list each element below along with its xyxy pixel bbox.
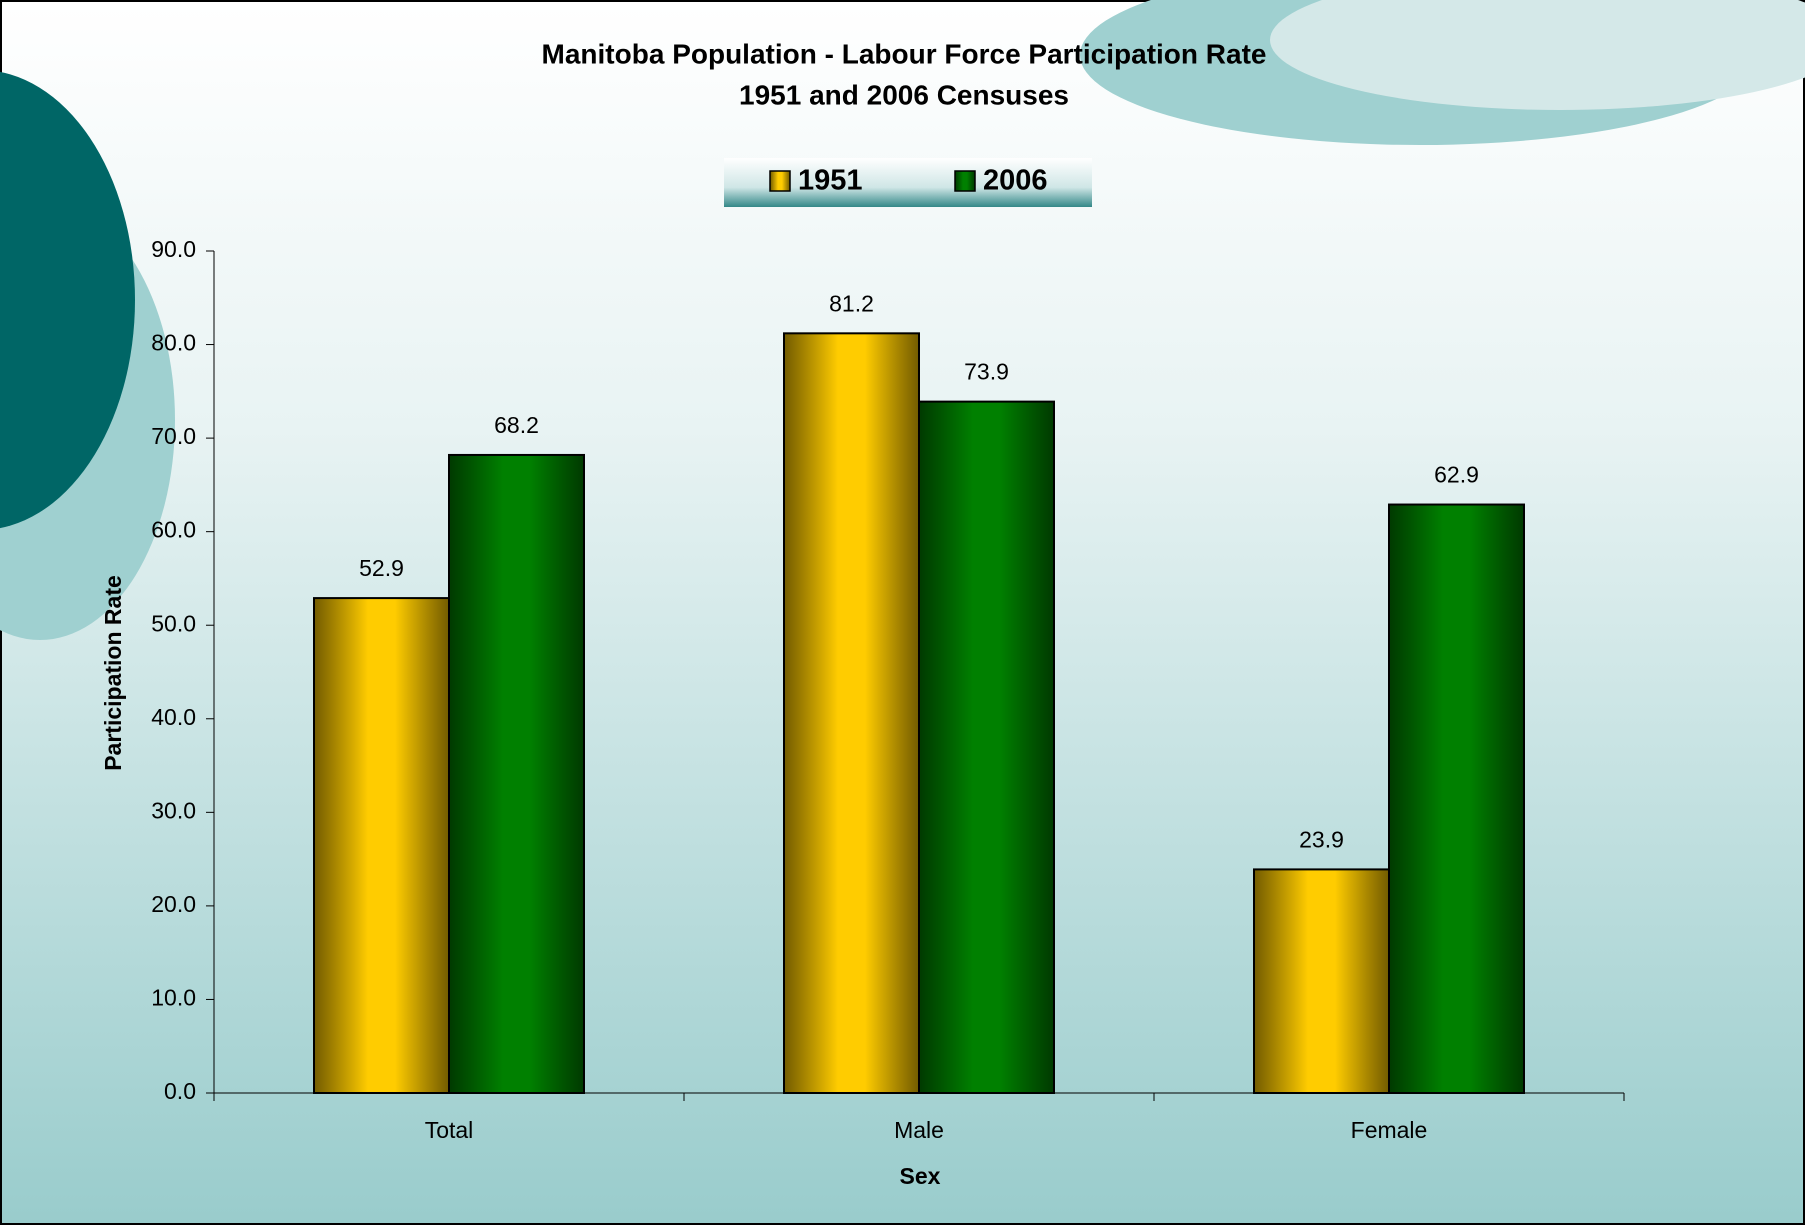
legend-label: 2006 <box>983 165 1048 197</box>
chart-subtitle: 1951 and 2006 Censuses <box>739 79 1069 110</box>
legend-swatch <box>954 170 976 192</box>
legend-swatch <box>769 170 791 192</box>
value-label: 62.9 <box>1434 462 1479 488</box>
x-tick-label: Female <box>1351 1117 1428 1143</box>
value-label: 23.9 <box>1299 826 1344 852</box>
value-label: 81.2 <box>829 290 874 316</box>
y-tick-label: 50.0 <box>151 610 196 636</box>
bar <box>313 597 450 1094</box>
y-tick-label: 60.0 <box>151 517 196 543</box>
x-tick-label: Male <box>894 1117 944 1143</box>
decor <box>1270 0 1805 110</box>
value-label: 73.9 <box>964 359 1009 385</box>
y-tick-label: 20.0 <box>151 891 196 917</box>
y-tick-label: 10.0 <box>151 985 196 1011</box>
y-tick-label: 0.0 <box>164 1078 196 1104</box>
y-tick-label: 90.0 <box>151 236 196 262</box>
bar <box>783 332 920 1094</box>
decor <box>0 71 135 529</box>
bar <box>1388 503 1525 1094</box>
bar <box>918 400 1055 1094</box>
x-axis-label: Sex <box>900 1163 941 1189</box>
bar <box>1253 868 1390 1094</box>
y-axis-label: Participation Rate <box>100 575 126 771</box>
y-tick-label: 70.0 <box>151 423 196 449</box>
value-label: 68.2 <box>494 412 539 438</box>
x-tick-label: Total <box>425 1117 474 1143</box>
chart-title: Manitoba Population - Labour Force Parti… <box>542 38 1267 69</box>
legend-label: 1951 <box>798 165 863 197</box>
y-tick-label: 30.0 <box>151 797 196 823</box>
y-tick-label: 40.0 <box>151 704 196 730</box>
value-label: 52.9 <box>359 555 404 581</box>
bar <box>448 453 585 1094</box>
y-tick-label: 80.0 <box>151 330 196 356</box>
